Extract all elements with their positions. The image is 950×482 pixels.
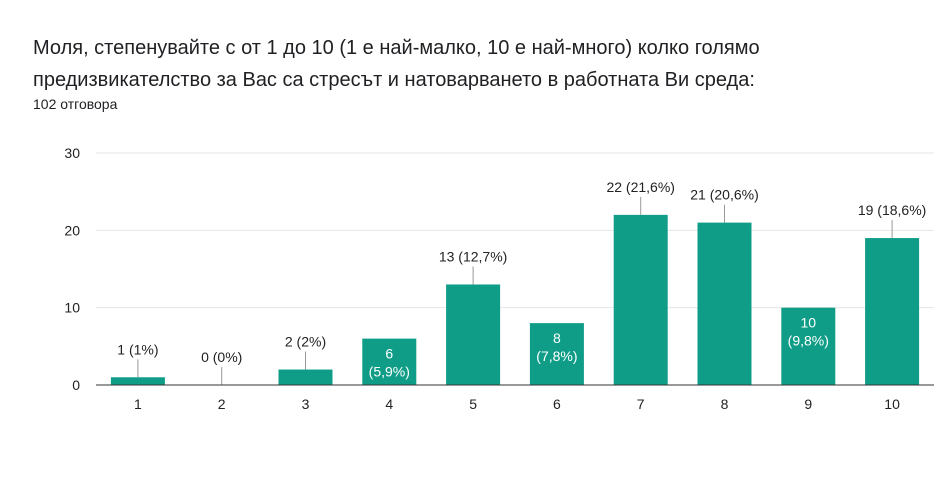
- bar: [110, 377, 165, 385]
- data-label: 22 (21,6%): [606, 179, 674, 195]
- data-label-percent: (5,9%): [369, 364, 410, 380]
- question-title: Моля, степенувайте с от 1 до 10 (1 е най…: [33, 37, 760, 91]
- data-label: 1 (1%): [117, 341, 158, 357]
- data-label: 13 (12,7%): [439, 248, 507, 264]
- data-label: 0 (0%): [201, 349, 242, 365]
- response-count: 102 отговора: [33, 96, 118, 112]
- x-tick-label: 5: [469, 396, 477, 412]
- x-tick-label: 7: [637, 396, 645, 412]
- data-label: 10: [801, 315, 817, 331]
- data-label: 2 (2%): [285, 334, 326, 350]
- bar: [529, 323, 584, 385]
- data-label-percent: (7,8%): [536, 348, 577, 364]
- y-tick-label: 30: [64, 145, 80, 161]
- bar: [865, 238, 920, 385]
- x-tick-label: 3: [302, 396, 310, 412]
- y-tick-label: 10: [64, 300, 80, 316]
- x-tick-label: 9: [804, 396, 812, 412]
- bar: [446, 284, 501, 385]
- bar: [278, 369, 333, 385]
- bar: [362, 338, 417, 385]
- x-tick-label: 1: [134, 396, 142, 412]
- x-tick-label: 6: [553, 396, 561, 412]
- x-tick-label: 2: [218, 396, 226, 412]
- data-label: 19 (18,6%): [858, 202, 926, 218]
- bar: [613, 214, 668, 385]
- data-label: 6: [385, 346, 393, 362]
- data-label-percent: (9,8%): [788, 333, 829, 349]
- x-tick-label: 8: [721, 396, 729, 412]
- x-tick-label: 4: [385, 396, 393, 412]
- data-label: 8: [553, 330, 561, 346]
- bar: [781, 307, 836, 385]
- y-tick-label: 0: [72, 377, 80, 393]
- bar: [697, 222, 752, 385]
- data-label: 21 (20,6%): [690, 187, 758, 203]
- x-tick-label: 10: [884, 396, 900, 412]
- y-tick-label: 20: [64, 222, 80, 238]
